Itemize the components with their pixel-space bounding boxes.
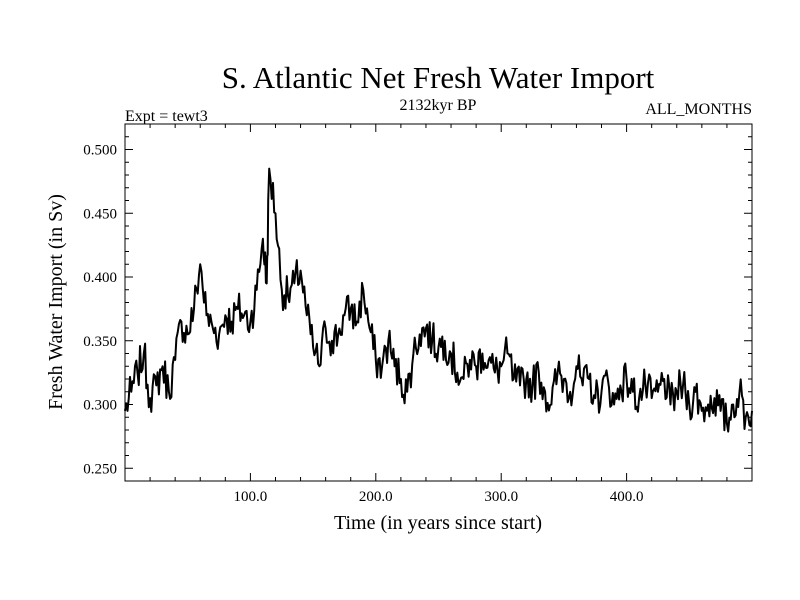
chart-title: S. Atlantic Net Fresh Water Import <box>222 60 655 95</box>
x-axis-label: Time (in years since start) <box>334 512 542 534</box>
chart-subtitle-center: 2132kyr BP <box>400 97 477 114</box>
y-axis-label: Fresh Water Import (in Sv) <box>45 194 67 410</box>
chart-subtitle-right: ALL_MONTHS <box>645 101 752 118</box>
x-axis: 100.0 200.0 300.0 400.0 <box>149 124 728 505</box>
y-tick-label: 0.250 <box>83 461 117 477</box>
y-tick-label: 0.350 <box>83 334 117 350</box>
y-tick-label: 0.400 <box>83 270 117 286</box>
x-tick-label: 100.0 <box>234 489 268 505</box>
x-tick-label: 200.0 <box>359 489 393 505</box>
chart-subtitle-left: Expt = tewt3 <box>125 108 208 125</box>
series-line <box>124 167 753 433</box>
x-tick-label: 300.0 <box>484 489 518 505</box>
y-axis: 0.250 0.300 0.350 0.400 0.450 0.500 <box>83 123 752 477</box>
plot-area: 100.0 200.0 300.0 400.0 0.250 0.300 0.350 0.40… <box>83 123 753 505</box>
y-tick-label: 0.450 <box>83 206 117 222</box>
plot-frame <box>124 123 753 482</box>
y-tick-label: 0.300 <box>83 398 117 414</box>
x-tick-label: 400.0 <box>610 489 644 505</box>
y-tick-label: 0.500 <box>83 143 117 159</box>
